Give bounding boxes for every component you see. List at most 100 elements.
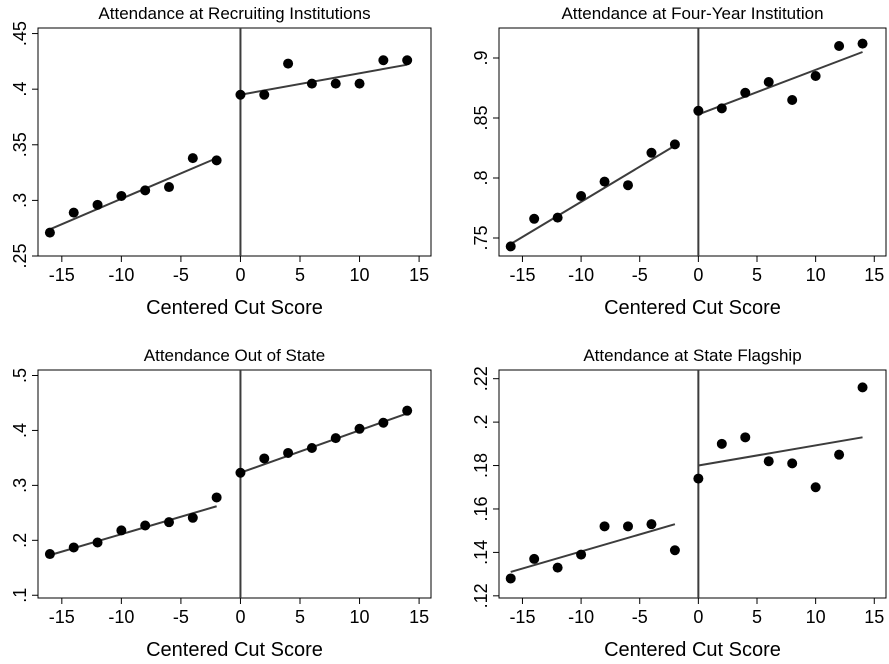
x-tick-label: 15 — [409, 607, 429, 627]
y-tick-label: .2 — [10, 533, 30, 548]
x-tick-label: -15 — [49, 607, 75, 627]
plot-frame — [498, 27, 887, 257]
x-tick-label: 10 — [806, 607, 826, 627]
y-tick-label: .16 — [471, 496, 491, 521]
y-tick-label: .9 — [471, 50, 491, 65]
data-point — [354, 423, 365, 434]
data-point — [211, 492, 222, 503]
data-point — [211, 155, 222, 166]
y-tick-label: .5 — [10, 368, 30, 383]
plot-frame — [498, 369, 887, 599]
data-point — [552, 562, 563, 573]
x-tick-label: 0 — [693, 265, 703, 285]
chart-title: Attendance at Recruiting Institutions — [98, 4, 370, 23]
data-point — [810, 482, 821, 493]
data-point — [44, 549, 55, 560]
data-point — [834, 41, 845, 51]
data-point — [68, 207, 79, 218]
chart-title: Attendance at Four-Year Institution — [561, 4, 823, 23]
y-tick-label: .1 — [10, 588, 30, 603]
data-point — [810, 71, 821, 81]
y-tick-label: .18 — [471, 453, 491, 478]
x-axis-label: Centered Cut Score — [604, 639, 781, 661]
data-point — [576, 549, 587, 560]
y-tick-label: .35 — [10, 132, 30, 157]
data-point — [834, 449, 845, 460]
data-point — [330, 78, 341, 89]
y-tick-label: .12 — [471, 583, 491, 608]
data-point — [330, 433, 341, 444]
panel-4: Attendance at State Flagship -15 -10 -5 0 5 10… — [471, 346, 887, 661]
x-tick-label: 15 — [864, 265, 884, 285]
y-tick-label: .85 — [471, 105, 491, 130]
data-point — [646, 519, 657, 530]
x-tick-label: 5 — [295, 607, 305, 627]
x-tick-label: 5 — [295, 265, 305, 285]
y-tick-label: .14 — [471, 540, 491, 565]
data-point — [187, 153, 198, 164]
x-tick-label: -5 — [173, 265, 189, 285]
data-point — [669, 545, 680, 556]
y-tick-label: .45 — [10, 21, 30, 46]
data-point — [552, 212, 563, 223]
data-point — [140, 520, 151, 531]
data-point — [116, 190, 127, 201]
data-point — [857, 382, 868, 393]
data-point — [505, 573, 516, 584]
x-tick-label: 0 — [693, 607, 703, 627]
x-tick-label: -10 — [108, 265, 134, 285]
data-point — [763, 77, 774, 87]
data-point — [235, 467, 246, 478]
x-tick-label: 15 — [864, 607, 884, 627]
x-axis-label: Centered Cut Score — [604, 297, 781, 319]
data-point — [378, 417, 389, 428]
x-tick-label: 5 — [752, 607, 762, 627]
data-point — [402, 405, 413, 416]
data-point — [716, 103, 727, 114]
panel-2: Attendance at Four-Year Institution -15 -1… — [471, 4, 887, 319]
fit-line-right — [698, 51, 863, 116]
plot-frame — [37, 27, 432, 257]
x-tick-label: -5 — [173, 607, 189, 627]
data-point — [187, 512, 198, 523]
y-tick-label: .3 — [10, 478, 30, 493]
data-point — [306, 443, 317, 454]
data-point — [623, 180, 633, 191]
x-axis-label: Centered Cut Score — [146, 297, 323, 319]
y-tick-label: .4 — [10, 423, 30, 438]
data-point — [529, 553, 540, 564]
data-point — [857, 38, 868, 49]
data-point — [693, 473, 704, 484]
x-tick-label: -10 — [568, 265, 594, 285]
data-point — [740, 87, 751, 98]
x-tick-label: 0 — [235, 265, 245, 285]
panel-1: Attendance at Recruiting Institutions -15… — [10, 4, 432, 319]
data-point — [283, 58, 294, 69]
data-point — [235, 89, 246, 100]
x-tick-label: -10 — [108, 607, 134, 627]
x-tick-label: 10 — [350, 607, 370, 627]
data-point — [529, 213, 540, 224]
data-point — [44, 227, 55, 238]
data-point — [164, 517, 174, 528]
plot-frame — [37, 369, 432, 599]
data-point — [306, 78, 317, 89]
data-point — [402, 55, 413, 66]
y-tick-label: .8 — [471, 170, 491, 185]
fit-line-left — [510, 523, 676, 573]
x-tick-label: 15 — [409, 265, 429, 285]
fit-line-right — [240, 63, 408, 96]
x-axis-label: Centered Cut Score — [146, 639, 323, 661]
panel-3: Attendance Out of State -15 -10 -5 0 5 10 15 Cen… — [10, 346, 432, 661]
x-tick-label: -15 — [509, 607, 535, 627]
data-point — [164, 182, 174, 193]
data-point — [378, 55, 389, 66]
data-point — [693, 105, 704, 116]
data-point — [599, 521, 610, 532]
x-tick-label: 10 — [806, 265, 826, 285]
data-point — [354, 78, 365, 89]
x-tick-label: -15 — [49, 265, 75, 285]
data-point — [283, 447, 294, 458]
y-tick-label: .25 — [10, 243, 30, 268]
